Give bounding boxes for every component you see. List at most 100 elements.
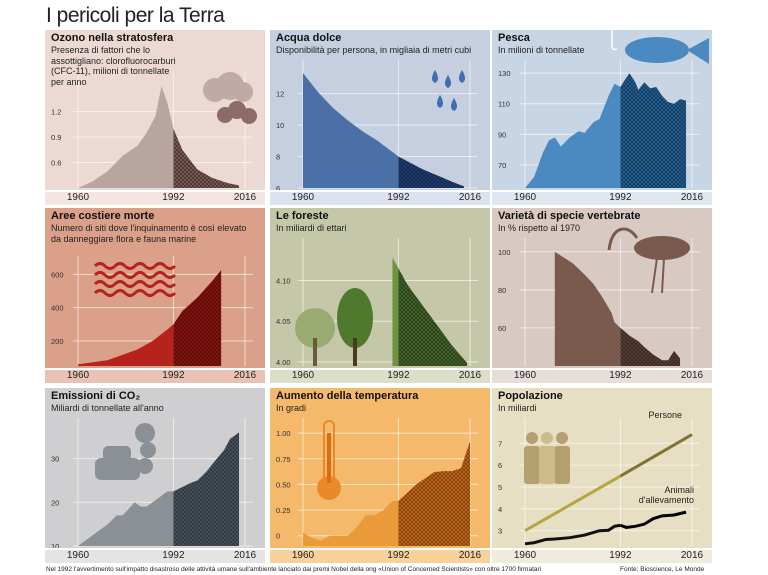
x-tick-label: 2016 (680, 192, 704, 203)
area-before-1992 (78, 324, 174, 366)
series-label: Animali d'allevamento (638, 485, 694, 505)
x-tick-label: 2016 (458, 370, 482, 381)
x-tick-label: 1992 (162, 550, 185, 561)
x-tick-label: 1992 (609, 370, 632, 381)
x-axis: 1960 1992 2016 (45, 192, 265, 205)
y-tick-label: 0.75 (276, 455, 291, 464)
y-tick-label: 0.25 (276, 506, 291, 515)
y-tick-label: 80 (498, 286, 506, 295)
chart-subtitle: In miliardi (498, 403, 537, 413)
series-line-1-after-1992 (619, 510, 687, 529)
chart-panel-aree: 200 400 600 Aree costiere morte Numero di si… (45, 208, 265, 368)
footer-source: Fonte: Bioscience, Le Monde (620, 566, 705, 573)
y-tick-label: 400 (51, 304, 64, 313)
x-axis: 1960 1992 2016 (45, 370, 265, 383)
y-tick-label: 90 (498, 130, 506, 139)
area-before-1992 (554, 251, 621, 366)
chart-subtitle: Numero di siti dove l'inquinamento è cos… (51, 223, 247, 244)
y-tick-label: 30 (51, 455, 59, 464)
x-tick-label: 1960 (291, 550, 315, 561)
x-axis: 1960 1992 2016 (492, 370, 712, 383)
chart-subtitle: Presenza di fattori che lo assottigliano… (51, 45, 176, 87)
area-after-1992-hatched (398, 441, 470, 546)
chart-title: Aumento della temperatura (276, 390, 419, 402)
x-tick-label: 1960 (291, 192, 315, 203)
footer-note: Nel 1992 l'avvertimento sull'impatto dis… (46, 566, 542, 573)
chart-title: Popolazione (498, 390, 563, 402)
y-tick-label: 0.6 (51, 159, 61, 168)
y-tick-label: 70 (498, 161, 506, 170)
y-tick-label: 1.2 (51, 108, 61, 117)
thermometer-icon (317, 420, 341, 500)
x-tick-label: 1992 (387, 370, 410, 381)
area-before-1992 (392, 257, 399, 366)
area-after-1992-hatched (398, 268, 468, 366)
car-exhaust-icon (95, 423, 156, 480)
x-tick-label: 1992 (162, 192, 185, 203)
x-tick-label: 2016 (233, 192, 257, 203)
x-tick-label: 2016 (680, 370, 704, 381)
x-axis: 1960 1992 2016 (270, 192, 490, 205)
series-label: Persone (648, 410, 682, 420)
x-tick-label: 2016 (458, 192, 482, 203)
fish-on-hook-icon (611, 30, 709, 64)
chart-panel-co2: 10 20 30 Emissioni di CO₂ Miliardi di tonnel… (45, 388, 265, 548)
x-tick-label: 2016 (458, 550, 482, 561)
chart-title: Ozono nella stratosfera (51, 32, 174, 44)
series-line-1 (524, 523, 621, 546)
y-tick-label: 0 (276, 532, 280, 541)
x-axis: 1960 1992 2016 (270, 370, 490, 383)
x-axis: 1960 1992 2016 (270, 550, 490, 563)
chart-ozono: 0.6 0.9 1.2 (51, 72, 257, 188)
area-before-1992 (78, 491, 174, 546)
area-after-1992-hatched (173, 270, 222, 366)
x-axis: 1960 1992 2016 (45, 550, 265, 563)
x-tick-label: 1960 (66, 550, 90, 561)
area-before-1992 (303, 73, 399, 188)
chart-popolazione: 3 4 5 6 7 (498, 418, 700, 546)
chart-foreste: 4.00 4.05 4.10 (276, 238, 478, 367)
y-tick-label: 4.05 (276, 317, 291, 326)
chart-title: Acqua dolce (276, 32, 342, 44)
trees-icon (295, 288, 373, 366)
chart-title: Pesca (498, 32, 530, 44)
series-line-0-after-1992 (619, 433, 693, 478)
y-tick-label: 4 (498, 505, 502, 514)
area-after-1992-hatched (620, 73, 687, 188)
y-tick-label: 8 (276, 153, 280, 162)
chart-title: Emissioni di CO₂ (51, 390, 141, 402)
chart-title: Aree costiere morte (51, 210, 155, 222)
area-after-1992-hatched (620, 327, 681, 366)
y-tick-label: 12 (276, 90, 284, 99)
x-tick-label: 2016 (233, 370, 257, 381)
area-after-1992-hatched (173, 432, 240, 546)
chart-title: Varietà di specie vertebrate (498, 210, 641, 222)
x-tick-label: 2016 (233, 550, 257, 561)
y-tick-label: 10 (276, 121, 284, 130)
water-drops-icon (432, 70, 465, 111)
y-tick-label: 3 (498, 527, 502, 536)
y-tick-label: 6 (276, 184, 280, 190)
chart-panel-acqua: 6 8 10 12 Acqua dolce Disponibilità per perso… (270, 30, 490, 190)
chart-panel-pesca: 70 90 110 130 Pesca In milioni di tonnellate (492, 30, 712, 190)
chart-panel-foreste: 4.00 4.05 4.10 Le foreste In miliardi di ett… (270, 208, 490, 368)
area-after-1992-hatched (398, 156, 465, 188)
y-tick-label: 200 (51, 337, 64, 346)
chart-panel-vertebrate: 60 80 100 Varietà di specie vertebrate In % … (492, 208, 712, 368)
chart-vertebrate: 60 80 100 (498, 227, 700, 366)
x-tick-label: 1992 (387, 192, 410, 203)
x-tick-label: 1992 (609, 550, 632, 561)
y-tick-label: 1.00 (276, 429, 291, 438)
chart-subtitle: In gradi (276, 403, 307, 413)
chart-panel-popolazione: 3 4 5 6 7 Persone Animali d'allevamento Popolaz… (492, 388, 712, 548)
y-tick-label: 110 (498, 100, 510, 109)
y-tick-label: 60 (498, 324, 506, 333)
x-tick-label: 1960 (513, 192, 537, 203)
y-tick-label: 4.10 (276, 277, 291, 286)
chart-subtitle: In miliardi di ettari (276, 223, 347, 233)
area-after-1992-hatched (173, 128, 240, 188)
x-tick-label: 1992 (162, 370, 185, 381)
area-before-1992 (303, 500, 399, 546)
chart-temperatura: 0 0.25 0.50 0.75 1.00 (276, 418, 478, 546)
chart-co2: 10 20 30 (51, 418, 253, 548)
